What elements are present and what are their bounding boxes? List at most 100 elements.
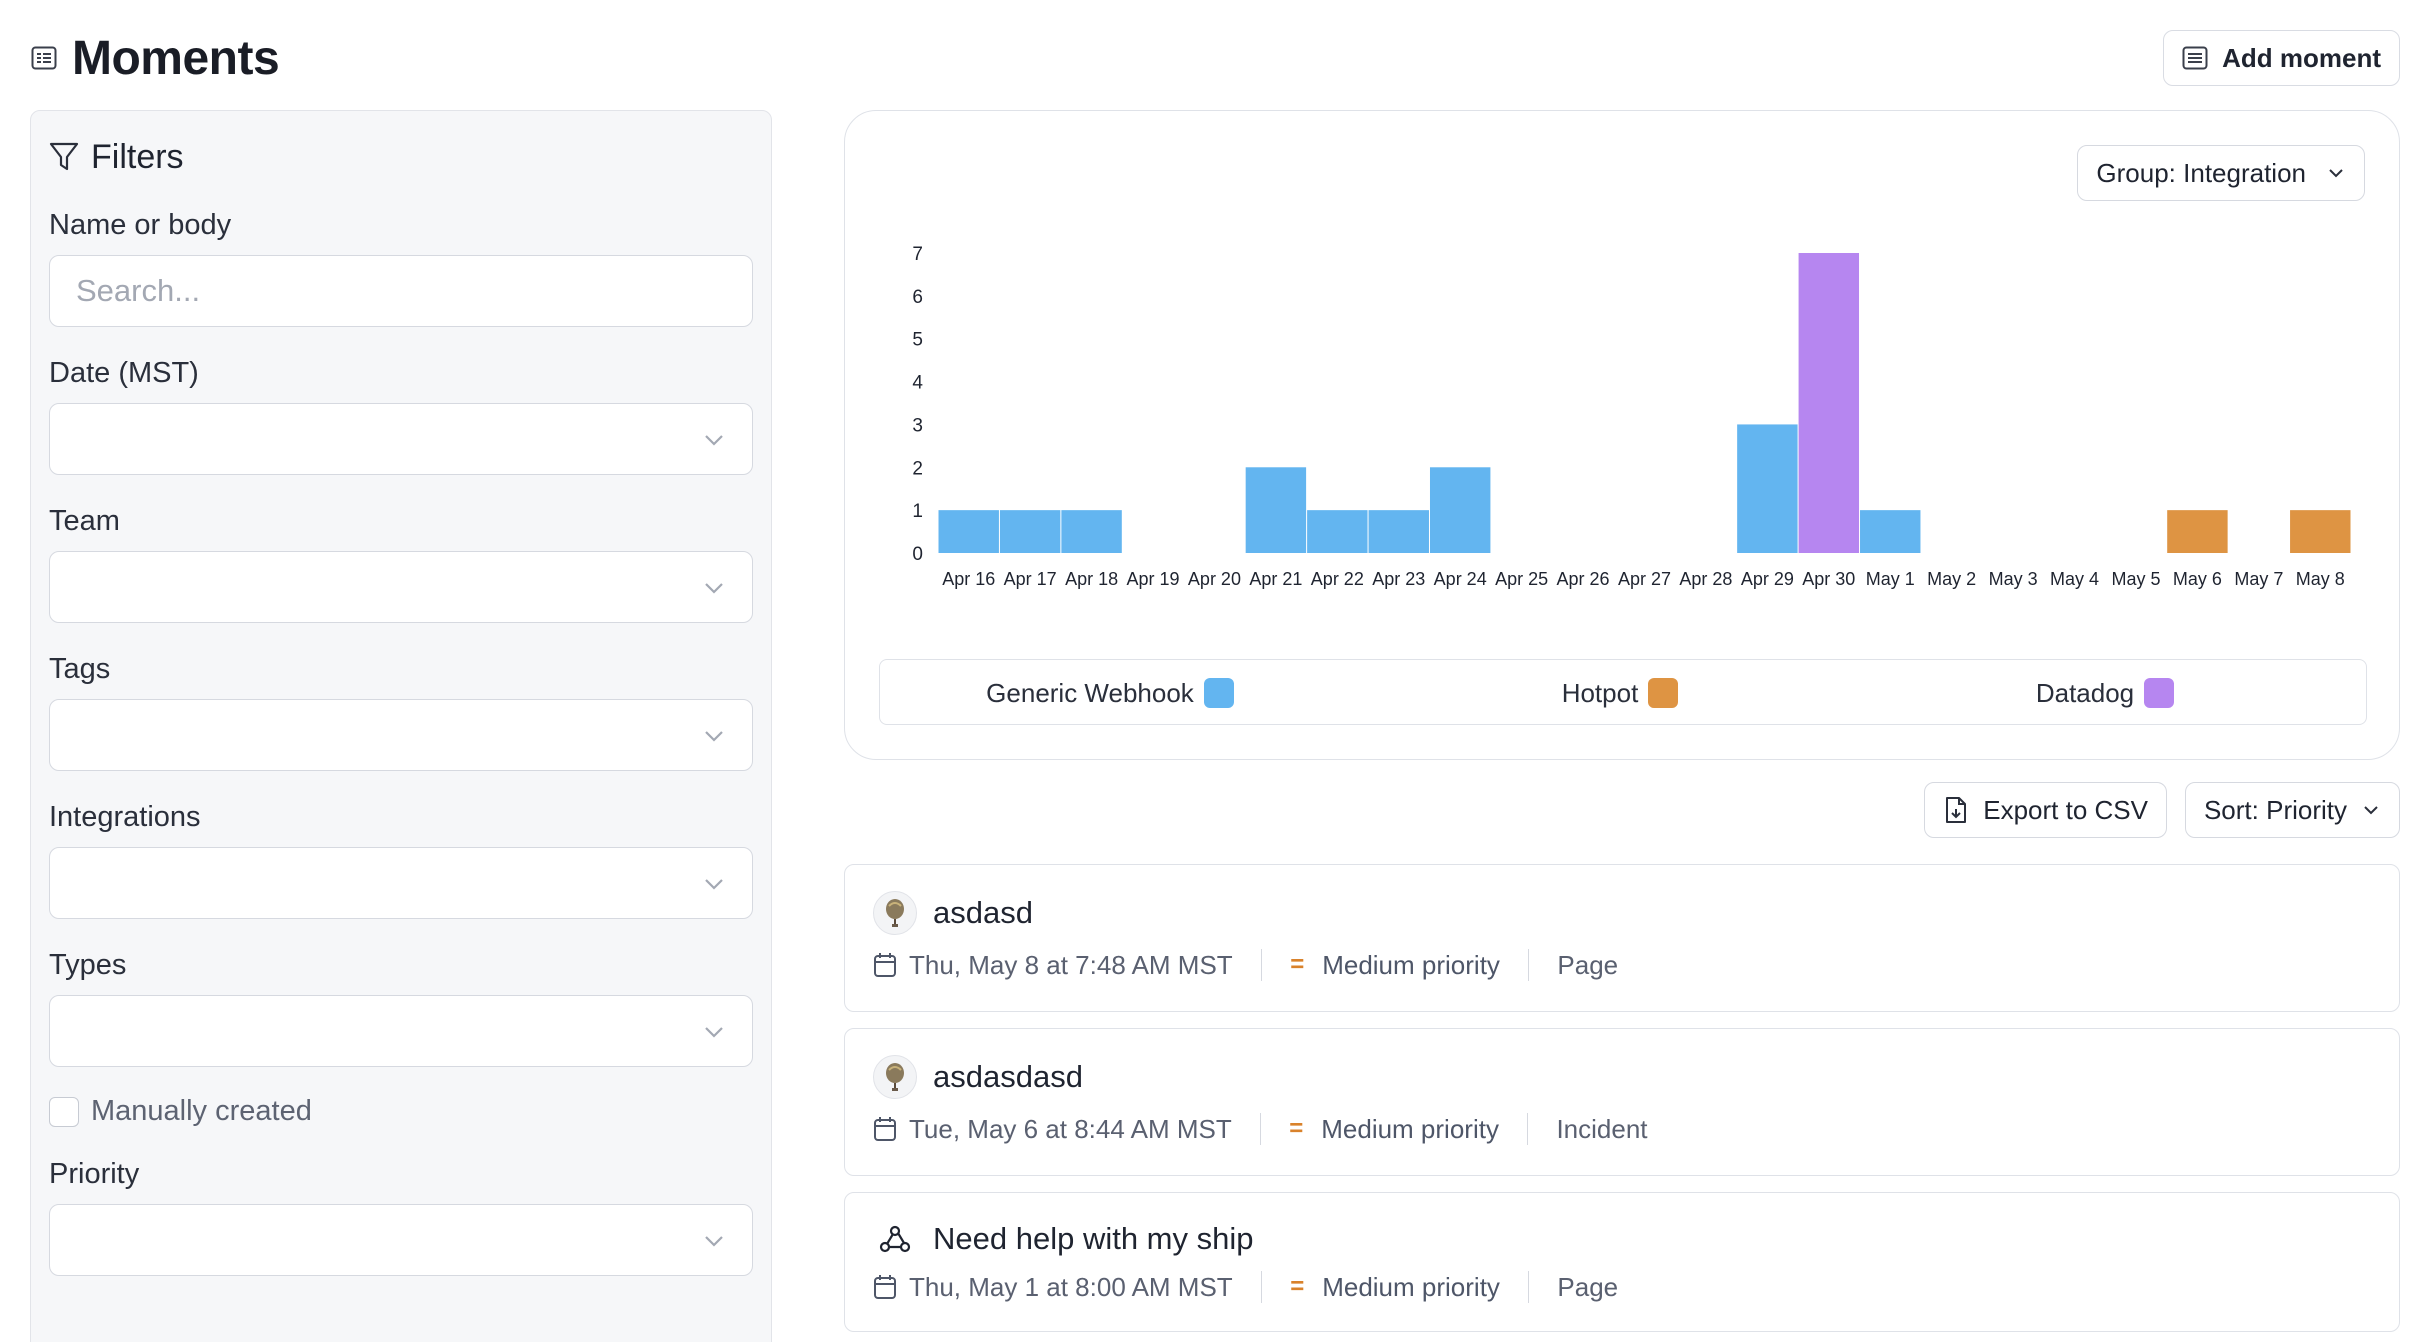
meta-divider <box>1259 1113 1262 1145</box>
bar-generic-webhook[interactable] <box>999 510 1061 553</box>
chevron-down-icon <box>705 731 723 742</box>
x-tick-label: Apr 20 <box>1188 569 1241 589</box>
moment-card[interactable]: asdasdasd Tue, May 6 at 8:44 AM MST = Med… <box>844 1028 2400 1176</box>
medium-priority-icon: = <box>1290 951 1305 978</box>
chevron-down-icon <box>705 1027 723 1038</box>
y-tick-label: 2 <box>912 458 923 479</box>
y-tick-label: 1 <box>912 501 923 522</box>
search-input[interactable]: Search... <box>49 255 753 327</box>
x-tick-label: Apr 23 <box>1372 569 1425 589</box>
moment-title: Need help with my ship <box>933 1221 1254 1256</box>
chevron-down-icon <box>2364 806 2378 815</box>
export-csv-label: Export to CSV <box>1983 794 2148 825</box>
x-tick-label: May 2 <box>1927 569 1976 589</box>
group-by-label: Group: Integration <box>2096 157 2306 188</box>
bar-generic-webhook[interactable] <box>1429 467 1491 553</box>
chart-legend: Generic Webhook Hotpot Datadog <box>879 659 2367 725</box>
bar-hotpot[interactable] <box>2290 510 2351 553</box>
bar-generic-webhook[interactable] <box>1245 467 1307 553</box>
legend-label: Hotpot <box>1561 677 1639 708</box>
moment-type: Page <box>1557 949 1619 980</box>
legend-swatch <box>1203 678 1234 708</box>
legend-item[interactable]: Hotpot <box>1490 660 1750 726</box>
export-csv-button[interactable]: Export to CSV <box>1924 782 2167 838</box>
moment-priority: Medium priority <box>1321 1113 1499 1144</box>
bar-generic-webhook[interactable] <box>938 510 999 553</box>
y-tick-label: 7 <box>912 244 923 265</box>
legend-item[interactable]: Generic Webhook <box>980 660 1240 726</box>
bar-generic-webhook[interactable] <box>1737 424 1798 553</box>
filters-panel: Filters Name or body Search... Date (MST… <box>30 110 772 1342</box>
legend-swatch <box>2144 678 2175 708</box>
meta-divider <box>1527 949 1530 981</box>
add-moment-button[interactable]: Add moment <box>2163 30 2400 86</box>
meta-divider <box>1526 1113 1529 1145</box>
x-tick-label: May 5 <box>2111 569 2160 589</box>
x-tick-label: May 3 <box>1989 569 2038 589</box>
add-moment-label: Add moment <box>2222 42 2381 73</box>
x-tick-label: May 7 <box>2234 569 2283 589</box>
x-tick-label: May 4 <box>2050 569 2099 589</box>
legend-item[interactable]: Datadog <box>1975 660 2235 726</box>
x-tick-label: Apr 16 <box>942 569 995 589</box>
moment-priority: Medium priority <box>1322 949 1500 980</box>
x-tick-label: Apr 25 <box>1495 569 1548 589</box>
moment-card[interactable]: Need help with my ship Thu, May 1 at 8:0… <box>844 1192 2400 1332</box>
group-by-select[interactable]: Group: Integration <box>2077 145 2365 201</box>
moment-title: asdasdasd <box>933 1059 1083 1094</box>
types-filter-label: Types <box>49 948 127 981</box>
y-tick-label: 0 <box>912 544 923 565</box>
bar-generic-webhook[interactable] <box>1061 510 1122 553</box>
sort-label: Sort: Priority <box>2203 794 2347 825</box>
manually-created-label: Manually created <box>91 1095 312 1127</box>
bar-generic-webhook[interactable] <box>1860 510 1921 553</box>
name-filter-label: Name or body <box>49 208 232 241</box>
balloon-avatar-icon <box>873 1055 917 1099</box>
integrations-select[interactable] <box>49 847 753 919</box>
meta-divider <box>1260 1271 1263 1303</box>
tags-select[interactable] <box>49 699 753 771</box>
team-select[interactable] <box>49 551 753 623</box>
manually-created-checkbox[interactable] <box>49 1096 79 1127</box>
bar-generic-webhook[interactable] <box>1368 510 1429 553</box>
manually-created-row[interactable]: Manually created <box>49 1095 753 1128</box>
moment-date: Thu, May 1 at 8:00 AM MST <box>909 1271 1233 1302</box>
medium-priority-icon: = <box>1290 1273 1305 1300</box>
bar-datadog[interactable] <box>1798 253 1860 553</box>
x-tick-label: Apr 22 <box>1311 569 1364 589</box>
date-select[interactable] <box>49 403 753 475</box>
medium-priority-icon: = <box>1289 1115 1304 1142</box>
calendar-icon <box>874 1275 896 1299</box>
page-title: Moments <box>72 31 280 85</box>
moment-list-icon <box>2182 46 2208 70</box>
meta-divider <box>1260 949 1263 981</box>
x-tick-label: Apr 17 <box>1004 569 1057 589</box>
x-tick-label: Apr 24 <box>1434 569 1487 589</box>
list-toolbar: Export to CSV Sort: Priority <box>1924 782 2400 838</box>
balloon-avatar-icon <box>873 891 917 935</box>
moments-bar-chart: 0 1 2 3 4 5 6 7 Apr 16 Apr 17 Apr 18 Apr 19 Apr 20 Ap… <box>912 244 2351 589</box>
x-tick-label: Apr 18 <box>1065 569 1118 589</box>
team-filter-label: Team <box>49 504 120 537</box>
search-placeholder: Search... <box>76 273 201 308</box>
x-tick-label: Apr 28 <box>1679 569 1732 589</box>
filters-header: Filters <box>49 135 753 179</box>
priority-select[interactable] <box>49 1204 753 1276</box>
chart-card: 0 1 2 3 4 5 6 7 Apr 16 Apr 17 Apr 18 Apr 19 Apr 20 Ap… <box>844 110 2400 760</box>
moment-type: Page <box>1557 1271 1619 1302</box>
sort-select[interactable]: Sort: Priority <box>2184 782 2400 838</box>
bar-generic-webhook[interactable] <box>1307 510 1368 553</box>
chevron-down-icon <box>2329 169 2343 178</box>
x-tick-label: Apr 29 <box>1741 569 1794 589</box>
tags-filter-label: Tags <box>49 652 111 685</box>
chevron-down-icon <box>705 1236 723 1247</box>
y-tick-label: 5 <box>912 330 923 351</box>
priority-filter-label: Priority <box>49 1157 140 1190</box>
moment-card[interactable]: asdasd Thu, May 8 at 7:48 AM MST = Medium… <box>844 864 2400 1012</box>
types-select[interactable] <box>49 995 753 1067</box>
y-tick-label: 4 <box>912 373 923 394</box>
date-filter-label: Date (MST) <box>49 356 199 389</box>
calendar-icon <box>874 953 896 977</box>
bar-hotpot[interactable] <box>2167 510 2228 553</box>
page-header: Moments Add moment <box>30 28 2400 88</box>
